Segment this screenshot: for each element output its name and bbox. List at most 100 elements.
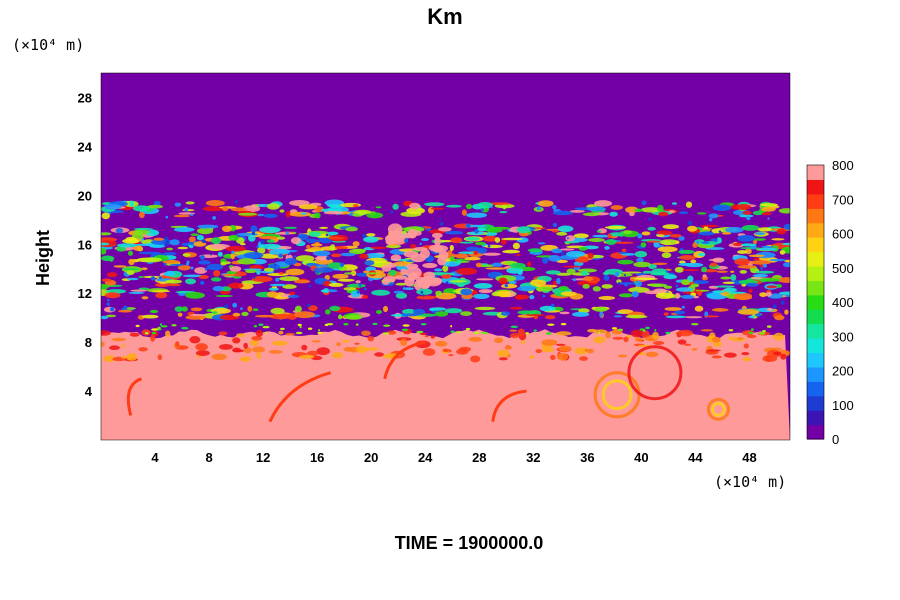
cloud-cell: [723, 287, 737, 293]
cloud-cell: [617, 259, 634, 265]
cloud-cell: [646, 240, 660, 243]
cloud-cell: [456, 259, 462, 265]
cloud-cell: [752, 239, 758, 244]
cloud-cell: [698, 252, 706, 257]
cloud-cell: [416, 295, 437, 300]
cloud-cell: [605, 239, 617, 245]
cloud-cell: [556, 277, 561, 285]
cloud-cell: [687, 225, 698, 232]
blue-speck: [419, 242, 422, 245]
cloud-cell: [435, 311, 449, 317]
cloud-cell: [466, 212, 487, 218]
boundary-cell: [634, 337, 644, 342]
cloud-cell: [634, 250, 648, 258]
cloud-cell: [345, 227, 358, 232]
cloud-cell: [710, 238, 718, 242]
cloud-cell: [263, 267, 275, 272]
boundary-cell: [298, 354, 315, 359]
cloud-core: [422, 262, 438, 269]
boundary-speck: [157, 326, 161, 330]
boundary-cell: [150, 334, 156, 342]
cloud-cell: [230, 252, 235, 260]
cloud-cell: [582, 284, 590, 289]
boundary-cell: [255, 329, 264, 337]
cloud-cell: [571, 311, 590, 317]
cloud-cell: [278, 272, 284, 275]
boundary-cell: [336, 342, 341, 347]
cloud-cell: [678, 236, 685, 241]
boundary-cell: [785, 351, 790, 355]
cloud-cell: [651, 268, 668, 276]
boundary-speck: [299, 325, 302, 329]
colorbar-segment: [807, 366, 824, 382]
boundary-cell: [741, 330, 754, 336]
cloud-cell: [197, 224, 219, 229]
boundary-cell: [316, 347, 331, 356]
boundary-cell: [165, 330, 171, 338]
cloud-cell: [474, 241, 486, 246]
colorbar-segment: [807, 395, 824, 411]
cloud-cell: [464, 256, 481, 261]
cloud-cell: [779, 291, 790, 295]
cloud-cell: [173, 214, 190, 218]
blue-speck: [150, 276, 156, 281]
boundary-cell: [509, 332, 520, 339]
boundary-speck: [480, 331, 488, 335]
cloud-cell: [130, 289, 148, 292]
cloud-cell: [640, 242, 647, 248]
cloud-core: [431, 232, 443, 239]
cloud-cell: [266, 291, 279, 298]
blue-speck: [552, 205, 557, 210]
cloud-cell: [663, 274, 678, 280]
blue-speck: [566, 237, 569, 240]
boundary-cell: [494, 337, 504, 344]
cloud-cell: [551, 230, 559, 233]
cloud-cell: [363, 236, 379, 243]
blue-speck: [624, 282, 629, 287]
cloud-cell: [174, 306, 183, 312]
cloud-cell: [478, 289, 493, 294]
cloud-cell: [737, 250, 748, 254]
cloud-cell: [664, 307, 682, 311]
blue-speck: [474, 229, 479, 234]
cloud-cell: [449, 280, 468, 283]
cloud-cell: [500, 238, 507, 245]
boundary-speck: [748, 331, 754, 335]
cloud-cell: [465, 237, 481, 241]
boundary-cell: [301, 344, 308, 351]
boundary-speck: [546, 332, 552, 335]
cloud-cell: [604, 268, 623, 275]
boundary-cell: [236, 333, 246, 337]
blue-speck: [623, 274, 627, 277]
boundary-cell: [558, 345, 572, 352]
x-tick-label: 32: [526, 450, 540, 465]
cloud-cell: [167, 283, 181, 287]
cloud-cell: [424, 202, 445, 207]
cloud-cell: [366, 272, 379, 275]
cloud-cell: [274, 232, 294, 235]
cloud-core: [410, 253, 426, 263]
cloud-cell: [662, 224, 680, 230]
cloud-cell: [243, 252, 264, 259]
cloud-cell: [228, 282, 244, 289]
boundary-cell: [256, 351, 262, 360]
boundary-cell: [175, 341, 180, 347]
cloud-cell: [126, 270, 135, 276]
boundary-cell: [422, 348, 436, 356]
blue-speck: [718, 230, 722, 233]
colorbar-tick-label: 400: [832, 295, 854, 310]
boundary-cell: [728, 336, 734, 340]
cloud-cell: [364, 260, 375, 266]
boundary-cell: [367, 335, 374, 342]
cloud-cell: [271, 286, 277, 289]
cloud-cell: [663, 312, 669, 316]
cloud-cell: [308, 231, 321, 237]
boundary-speck: [317, 331, 323, 335]
cloud-cell: [548, 254, 561, 262]
cloud-cell: [209, 243, 231, 250]
cloud-cell: [174, 202, 182, 207]
cloud-cell: [557, 225, 574, 233]
cloud-cell: [749, 260, 772, 265]
cloud-cell: [329, 244, 336, 251]
blue-speck: [110, 307, 115, 312]
